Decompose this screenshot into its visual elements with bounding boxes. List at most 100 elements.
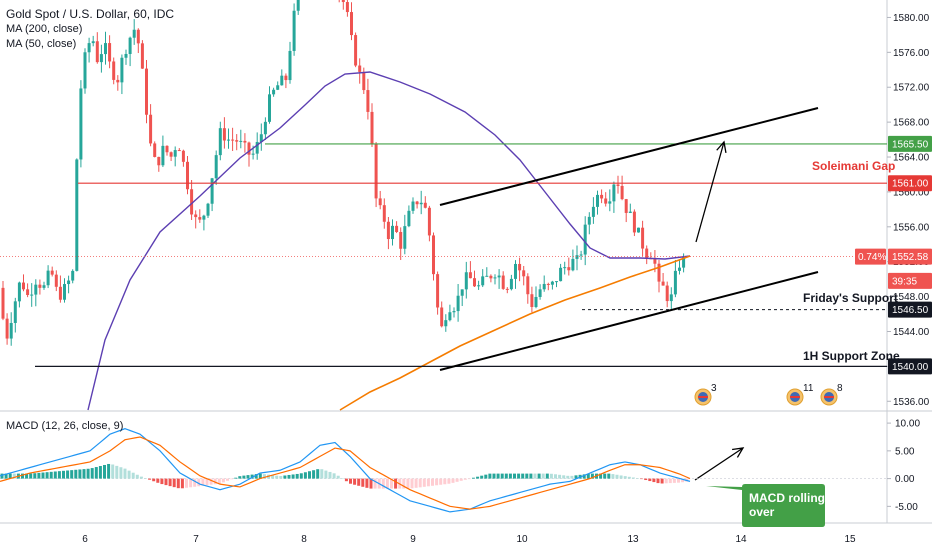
candle-body	[440, 307, 444, 327]
histogram-bar	[365, 478, 369, 488]
histogram-bar	[558, 474, 562, 479]
histogram-bar	[164, 478, 168, 486]
histogram-bar	[180, 478, 184, 489]
event-badge-count: 3	[711, 383, 717, 394]
histogram-bar	[316, 469, 320, 479]
percent-tag-box	[855, 248, 886, 265]
histogram-bar	[185, 478, 188, 488]
price-tag-label: 1565.50	[892, 139, 929, 150]
candle-body	[140, 43, 144, 69]
histogram-bar	[33, 473, 37, 479]
candle-body	[71, 270, 75, 281]
candle-body	[477, 285, 481, 287]
histogram-bar	[431, 478, 434, 486]
candle-body	[567, 267, 571, 271]
histogram-bar	[648, 478, 652, 482]
candle-body	[415, 201, 419, 205]
histogram-bar	[562, 475, 566, 479]
histogram-bar	[472, 477, 475, 479]
price-tag: 1561.00	[888, 175, 932, 192]
price-tag: 39:35	[888, 272, 932, 289]
percent-tag-label: 0.74%	[858, 252, 886, 263]
candle-body	[358, 65, 362, 72]
candle-body	[473, 278, 476, 287]
candle-body	[444, 320, 448, 327]
histogram-bar	[361, 478, 365, 487]
candle-body	[259, 134, 263, 142]
histogram-bar	[533, 473, 537, 479]
chart-legend: Gold Spot / U.S. Dollar, 60, IDC MA (200…	[6, 7, 174, 52]
indicator-ma50: MA (50, close)	[6, 38, 77, 50]
histogram-bar	[455, 478, 459, 482]
candle-body	[514, 263, 517, 279]
histogram-bar	[254, 474, 258, 479]
price-tag: 1540.00	[888, 358, 932, 375]
candle-body	[395, 225, 399, 233]
candle-body	[657, 263, 661, 282]
histogram-bar	[623, 476, 627, 479]
histogram-bar	[123, 468, 127, 479]
histogram-bar	[517, 473, 521, 479]
candle-body	[407, 210, 411, 227]
histogram-bar	[271, 475, 275, 479]
histogram-bar	[45, 472, 49, 479]
candle-body	[255, 141, 259, 154]
channel-lower-line	[439, 271, 819, 371]
histogram-bar	[103, 464, 106, 479]
histogram-bar	[176, 478, 180, 489]
time-tick-label: 6	[82, 534, 88, 545]
histogram-bar	[49, 471, 53, 479]
candle-body	[263, 121, 267, 135]
candle-body	[624, 199, 628, 213]
ma50-line	[87, 71, 691, 411]
candle-body	[284, 75, 288, 81]
histogram-bar	[160, 478, 164, 485]
candle-body	[54, 274, 58, 287]
candle-body	[370, 111, 374, 144]
candle-body	[432, 235, 435, 275]
candle-body	[169, 152, 173, 157]
histogram-bar	[582, 474, 586, 479]
candle-body	[563, 267, 567, 269]
event-badge-count: 8	[837, 383, 843, 394]
candle-body	[637, 227, 640, 233]
candle-body	[399, 232, 403, 249]
histogram-bar	[513, 473, 516, 479]
candle-body	[222, 128, 226, 141]
candle-body	[5, 318, 9, 339]
candle-body	[641, 227, 645, 249]
histogram-bar	[414, 478, 418, 488]
price-tag-box	[888, 248, 932, 265]
histogram-bar	[349, 478, 352, 484]
candle-body	[124, 53, 128, 58]
candle-body	[661, 281, 665, 286]
candle-body	[91, 41, 95, 44]
candle-body	[546, 283, 550, 285]
event-badge: 3	[694, 383, 717, 406]
macd-tick-label: 5.00	[895, 446, 915, 457]
price-tick-label: 1564.00	[893, 153, 930, 164]
histogram-bar	[537, 473, 541, 479]
candle-body	[559, 267, 563, 282]
candle-body	[17, 282, 21, 302]
histogram-bar	[234, 477, 238, 479]
candle-body	[161, 145, 165, 166]
ma200-line	[339, 255, 691, 411]
candle-body	[1, 287, 5, 319]
histogram-bar	[521, 473, 525, 479]
histogram-bar	[529, 473, 533, 479]
histogram-bar	[107, 463, 111, 479]
candle-body	[579, 254, 583, 256]
candle-body	[411, 201, 415, 211]
histogram-bar	[8, 473, 12, 479]
event-badge: 8	[820, 383, 843, 406]
time-tick-label: 14	[735, 534, 747, 545]
histogram-bar	[435, 478, 439, 486]
candle-body	[587, 216, 591, 225]
histogram-bar	[62, 470, 65, 479]
channel-upper-line	[439, 107, 819, 206]
candle-body	[9, 322, 13, 339]
candle-body	[26, 289, 30, 296]
symbol-title: Gold Spot / U.S. Dollar, 60, IDC	[6, 7, 175, 21]
